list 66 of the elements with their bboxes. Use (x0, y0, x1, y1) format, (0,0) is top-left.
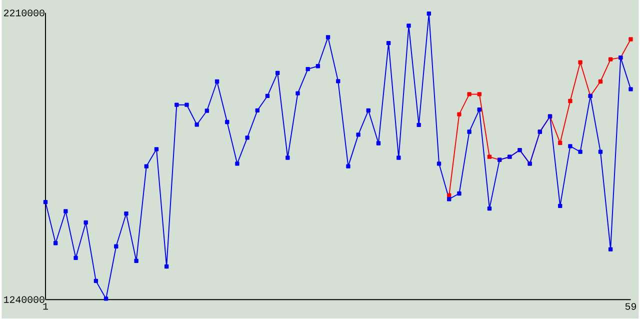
x-tick-label: 1 (43, 303, 48, 310)
point (436, 162, 442, 166)
point (316, 64, 320, 68)
point (84, 220, 88, 225)
point (94, 279, 98, 284)
point (628, 87, 633, 92)
point (558, 204, 562, 208)
point (416, 123, 421, 128)
point (164, 264, 169, 269)
point (568, 144, 572, 149)
point (144, 164, 148, 169)
point (447, 197, 452, 202)
point (296, 91, 300, 96)
point (467, 92, 472, 97)
point (628, 37, 633, 42)
point (467, 130, 472, 134)
point (426, 12, 432, 16)
point (558, 141, 562, 146)
point (608, 58, 613, 62)
x-tick-label: 59 (625, 303, 636, 310)
point (326, 35, 330, 40)
point (184, 103, 189, 108)
point (286, 156, 290, 160)
point (114, 244, 118, 249)
point (275, 71, 280, 76)
point (255, 108, 260, 113)
point (124, 212, 128, 216)
point (306, 67, 310, 72)
point (245, 136, 250, 140)
point (225, 120, 230, 124)
point (568, 99, 572, 104)
y-tick-label: 2210000 (4, 10, 44, 17)
point (174, 103, 179, 108)
point (366, 108, 370, 113)
point (336, 79, 340, 84)
point (204, 108, 210, 114)
point (578, 60, 582, 65)
point (214, 80, 220, 84)
point (386, 41, 391, 46)
point (265, 94, 270, 98)
point (457, 192, 462, 196)
point (194, 122, 199, 127)
point (104, 296, 108, 302)
point (447, 193, 452, 198)
point (396, 156, 401, 160)
point (154, 147, 159, 152)
point (598, 80, 603, 84)
point (598, 150, 603, 154)
point (376, 141, 381, 146)
point (406, 24, 411, 28)
point (487, 155, 492, 160)
point (346, 164, 350, 169)
point (578, 150, 582, 154)
point (477, 108, 482, 112)
point (74, 256, 78, 260)
point (477, 92, 482, 97)
point (487, 206, 492, 211)
point (608, 248, 613, 252)
point (43, 200, 48, 204)
point (235, 162, 240, 166)
point (457, 112, 462, 117)
y-tick-label: 1240000 (4, 296, 44, 304)
point (54, 241, 58, 246)
point (64, 209, 68, 214)
point (356, 132, 360, 138)
point (134, 259, 138, 264)
